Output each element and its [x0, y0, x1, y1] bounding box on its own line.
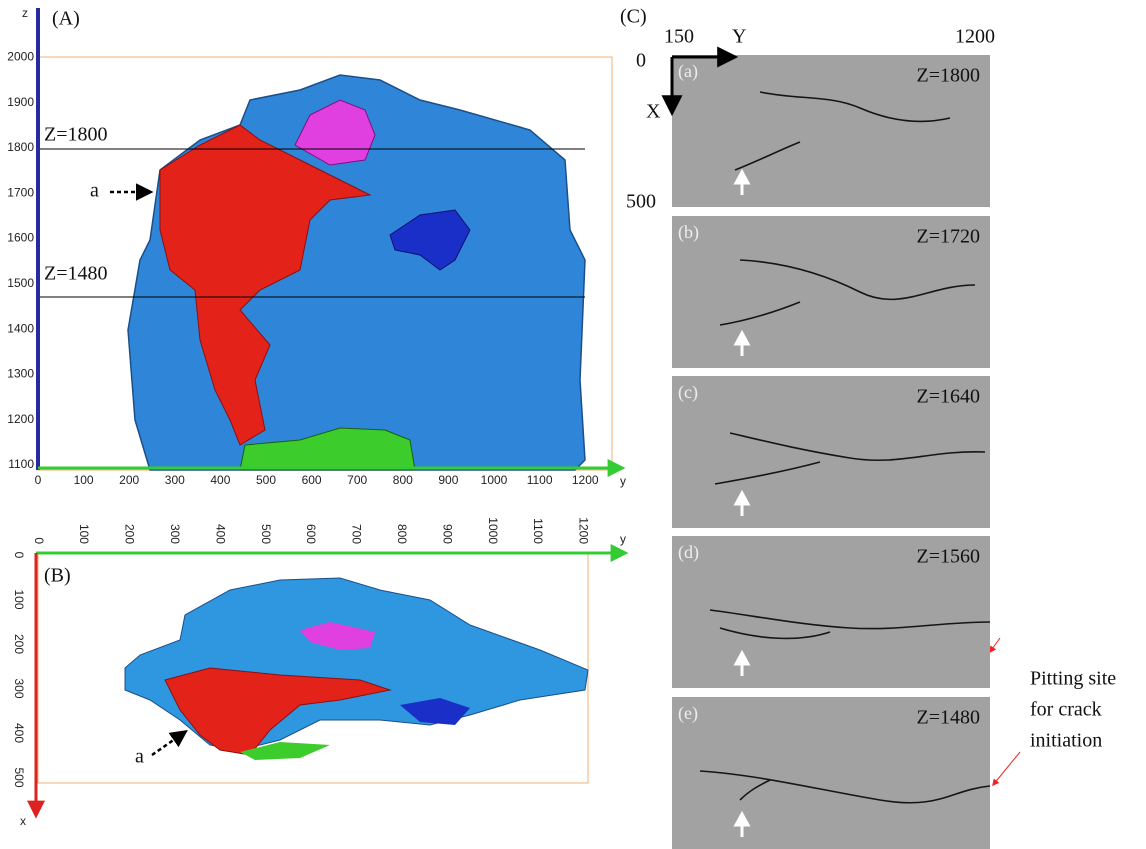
- y-tick-label: 400: [210, 473, 230, 487]
- y-tick-label: 0: [35, 473, 42, 487]
- z-tick-label: 1700: [7, 185, 34, 199]
- y-tick-label: 200: [119, 473, 139, 487]
- pointer-arrow: [993, 752, 1020, 785]
- z-tick-label: 2000: [7, 49, 34, 63]
- y-tick-label: 800: [393, 473, 413, 487]
- y-tick-label: 300: [168, 524, 182, 544]
- y-tick-label: 200: [123, 524, 137, 544]
- z-tick-label: 1200: [7, 412, 34, 426]
- y-tick-label: 400: [213, 524, 227, 544]
- y-tick-label: 1000: [486, 517, 500, 544]
- annotation-line: Pitting site: [1030, 668, 1116, 690]
- slice-label: (d): [678, 542, 699, 563]
- x-tick-label: 300: [12, 678, 26, 698]
- y-tick-label: 1100: [531, 518, 545, 544]
- z-tick-label: 1100: [8, 457, 34, 471]
- panel-c: (C) 150 Y 1200 0 X 500 (a) Z=1800 (b) Z=172…: [620, 6, 1116, 849]
- axis-label: z: [22, 6, 28, 20]
- slice-z: Z=1640: [917, 386, 981, 408]
- axis-label: Y: [732, 26, 746, 48]
- y-tick-label: 300: [165, 473, 185, 487]
- slice-label: (c): [678, 382, 698, 403]
- z-tick-label: 1900: [7, 95, 34, 109]
- y-tick-label: 600: [302, 473, 322, 487]
- slice: (b) Z=1720: [672, 216, 990, 368]
- annotation-line: initiation: [1030, 730, 1102, 752]
- annotation-line: for crack: [1030, 699, 1102, 721]
- y-tick-label: 700: [347, 473, 367, 487]
- x-tick-label: 0: [12, 552, 26, 559]
- y-tick-label: 1100: [527, 473, 553, 487]
- slice-z: Z=1480: [917, 707, 981, 729]
- slice-label: (a): [678, 61, 698, 82]
- axis-end: 1200: [955, 26, 995, 48]
- axis-label: x: [20, 814, 26, 828]
- slice: (d) Z=1560: [672, 536, 990, 688]
- slice-z: Z=1560: [917, 546, 981, 568]
- pointer-arrow: [990, 638, 1000, 652]
- y-tick-label: 100: [77, 524, 91, 544]
- y-tick-label: 1200: [572, 473, 599, 487]
- slice: (a) Z=1800: [672, 55, 990, 207]
- y-tick-label: 1000: [481, 473, 508, 487]
- y-tick-label: 0: [32, 537, 46, 544]
- panel-label: (A): [52, 8, 80, 30]
- axis-end: 500: [626, 191, 656, 213]
- slice-z: Z=1800: [917, 65, 981, 87]
- z-tick-label: 1300: [7, 367, 34, 381]
- annotation: a: [135, 746, 144, 768]
- y-tick-label: 100: [74, 473, 94, 487]
- panel-label: (B): [44, 565, 71, 587]
- axis-label: y: [620, 474, 626, 488]
- x-tick-label: 200: [12, 634, 26, 654]
- y-tick-label: 900: [438, 473, 458, 487]
- x-tick-label: 100: [12, 589, 26, 609]
- y-tick-label: 900: [440, 524, 454, 544]
- panel-b: (B) y x a: [20, 532, 626, 828]
- figure: (A) z y Z=1800 Z=1480 a (B) y x a (C) 15…: [0, 0, 1146, 849]
- y-tick-label: 800: [395, 524, 409, 544]
- y-tick-label: 600: [304, 524, 318, 544]
- y-tick-label: 500: [259, 524, 273, 544]
- slice-label: Z=1800: [44, 124, 108, 146]
- y-tick-label: 1200: [577, 517, 591, 544]
- x-tick-label: 400: [12, 723, 26, 743]
- axis-label: y: [620, 532, 626, 546]
- x-tick-label: 500: [12, 767, 26, 787]
- annotation: a: [90, 180, 99, 202]
- slice-z: Z=1720: [917, 226, 981, 248]
- slice: (c) Z=1640: [672, 376, 990, 528]
- axis-start: 0: [636, 50, 646, 72]
- slice-label: (e): [678, 703, 698, 724]
- y-tick-label: 700: [350, 524, 364, 544]
- axis-start: 150: [664, 26, 694, 48]
- slice-label: (b): [678, 222, 699, 243]
- z-tick-label: 1600: [7, 231, 34, 245]
- panel-label: (C): [620, 6, 647, 28]
- panel-a: (A) z y Z=1800 Z=1480 a: [22, 6, 626, 488]
- annotation-arrow: [152, 732, 185, 755]
- axis-label: X: [646, 101, 661, 123]
- y-tick-label: 500: [256, 473, 276, 487]
- slice: (e) Z=1480: [672, 697, 990, 849]
- slice-label: Z=1480: [44, 263, 108, 285]
- z-tick-label: 1400: [7, 321, 34, 335]
- z-tick-label: 1800: [7, 140, 34, 154]
- z-tick-label: 1500: [7, 276, 34, 290]
